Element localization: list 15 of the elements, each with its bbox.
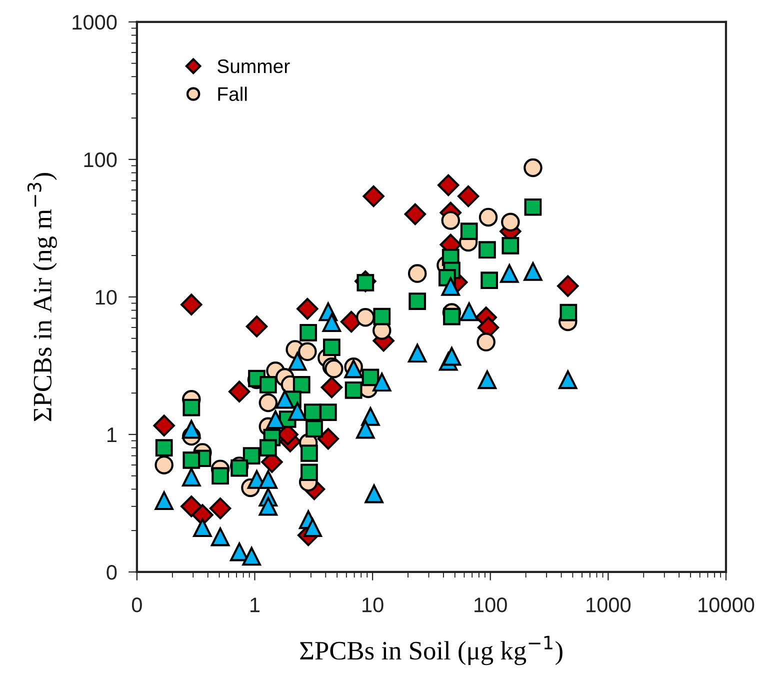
x-tick-label: 1000 xyxy=(586,598,631,612)
y-tick-label: 1 xyxy=(107,428,116,442)
x-axis-title: ΣPCBs in Soil (μg kg$^{−1}$) xyxy=(300,636,562,666)
x-tick-label: 0 xyxy=(132,598,142,612)
y-tick-label: 1000 xyxy=(72,14,117,30)
y-tick-label: 100 xyxy=(84,152,117,168)
y-tick-label: 10 xyxy=(96,290,117,305)
y-axis-title: ΣPCBs in Air (ng m$^{−3}$) xyxy=(27,173,57,422)
y-tick-label: 0 xyxy=(106,564,117,580)
legend-label: Fall xyxy=(218,86,247,101)
x-tick-label: 1 xyxy=(250,598,260,612)
x-tick-label: 10 xyxy=(362,598,384,612)
legend-label: Summer xyxy=(218,59,290,74)
x-tick-label: 100 xyxy=(474,598,507,612)
x-tick-label: 10000 xyxy=(698,598,754,612)
